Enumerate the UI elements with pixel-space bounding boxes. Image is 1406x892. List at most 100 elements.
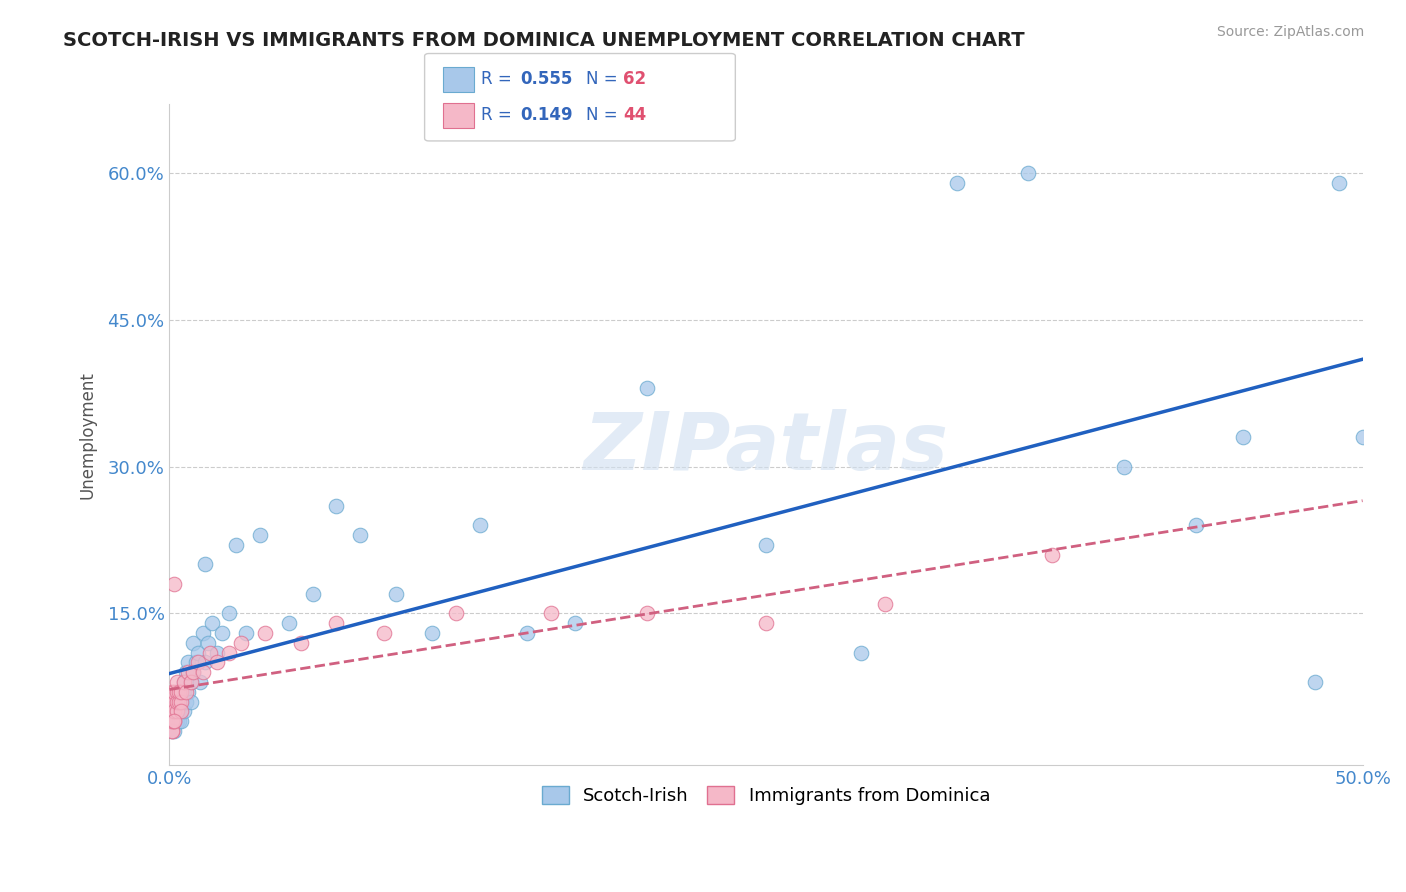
Point xyxy=(349,528,371,542)
Point xyxy=(167,685,190,699)
Point xyxy=(180,694,202,708)
Point xyxy=(211,626,233,640)
Point xyxy=(444,607,467,621)
Point xyxy=(564,616,586,631)
Point xyxy=(1017,166,1039,180)
Point xyxy=(163,577,186,591)
Point xyxy=(170,714,193,728)
Point xyxy=(1303,675,1326,690)
Point xyxy=(187,646,209,660)
Point xyxy=(170,685,193,699)
Point xyxy=(851,646,873,660)
Point xyxy=(420,626,443,640)
Text: SCOTCH-IRISH VS IMMIGRANTS FROM DOMINICA UNEMPLOYMENT CORRELATION CHART: SCOTCH-IRISH VS IMMIGRANTS FROM DOMINICA… xyxy=(63,31,1025,50)
Point xyxy=(540,607,562,621)
Point xyxy=(166,694,188,708)
Point xyxy=(277,616,299,631)
Point xyxy=(249,528,271,542)
Point xyxy=(184,656,207,670)
Point xyxy=(170,694,193,708)
Point xyxy=(755,616,778,631)
Point xyxy=(187,656,209,670)
Point xyxy=(180,675,202,690)
Point xyxy=(163,723,186,738)
Point xyxy=(229,636,252,650)
Point xyxy=(205,656,228,670)
Point xyxy=(755,538,778,552)
Point xyxy=(301,587,323,601)
Text: R =: R = xyxy=(481,106,517,124)
Point xyxy=(174,665,197,680)
Text: 62: 62 xyxy=(623,70,645,88)
Point xyxy=(197,636,219,650)
Text: 44: 44 xyxy=(623,106,647,124)
Point xyxy=(163,694,186,708)
Point xyxy=(1112,459,1135,474)
Point xyxy=(167,694,190,708)
Point xyxy=(177,656,200,670)
Point xyxy=(166,685,188,699)
Point xyxy=(1040,548,1063,562)
Text: 0.555: 0.555 xyxy=(520,70,572,88)
Point xyxy=(170,704,193,718)
Point xyxy=(181,665,204,680)
Point xyxy=(163,685,186,699)
Point xyxy=(181,665,204,680)
Point xyxy=(198,646,221,660)
Point xyxy=(636,381,658,395)
Point xyxy=(1351,430,1374,444)
Point xyxy=(160,704,183,718)
Point xyxy=(1232,430,1254,444)
Point xyxy=(235,626,257,640)
Point xyxy=(946,176,969,190)
Point xyxy=(170,694,193,708)
Point xyxy=(166,694,188,708)
Point xyxy=(173,675,195,690)
Point xyxy=(1327,176,1350,190)
Point xyxy=(160,723,183,738)
Point xyxy=(160,723,183,738)
Point xyxy=(218,646,240,660)
Point xyxy=(1184,518,1206,533)
Text: ZIPatlas: ZIPatlas xyxy=(583,409,949,487)
Point xyxy=(385,587,408,601)
Point xyxy=(218,607,240,621)
Text: N =: N = xyxy=(586,106,623,124)
Y-axis label: Unemployment: Unemployment xyxy=(79,371,96,499)
Point xyxy=(253,626,276,640)
Point xyxy=(325,499,347,513)
Point xyxy=(174,685,197,699)
Point xyxy=(160,723,183,738)
Point xyxy=(160,714,183,728)
Point xyxy=(201,616,224,631)
Point xyxy=(225,538,247,552)
Point xyxy=(173,685,195,699)
Legend: Scotch-Irish, Immigrants from Dominica: Scotch-Irish, Immigrants from Dominica xyxy=(534,779,997,813)
Point xyxy=(160,704,183,718)
Point xyxy=(167,685,190,699)
Point xyxy=(167,714,190,728)
Point xyxy=(174,694,197,708)
Point xyxy=(177,685,200,699)
Point xyxy=(173,675,195,690)
Point xyxy=(177,665,200,680)
Text: R =: R = xyxy=(481,70,517,88)
Text: Source: ZipAtlas.com: Source: ZipAtlas.com xyxy=(1216,25,1364,39)
Point xyxy=(875,597,897,611)
Point xyxy=(191,626,214,640)
Point xyxy=(194,656,217,670)
Point xyxy=(166,675,188,690)
Point xyxy=(160,714,183,728)
Text: 0.149: 0.149 xyxy=(520,106,572,124)
Point xyxy=(166,714,188,728)
Point xyxy=(173,704,195,718)
Point xyxy=(166,685,188,699)
Point xyxy=(163,714,186,728)
Point xyxy=(163,694,186,708)
Point xyxy=(191,665,214,680)
Point xyxy=(160,714,183,728)
Point xyxy=(290,636,312,650)
Point xyxy=(163,704,186,718)
Point xyxy=(325,616,347,631)
Point xyxy=(181,636,204,650)
